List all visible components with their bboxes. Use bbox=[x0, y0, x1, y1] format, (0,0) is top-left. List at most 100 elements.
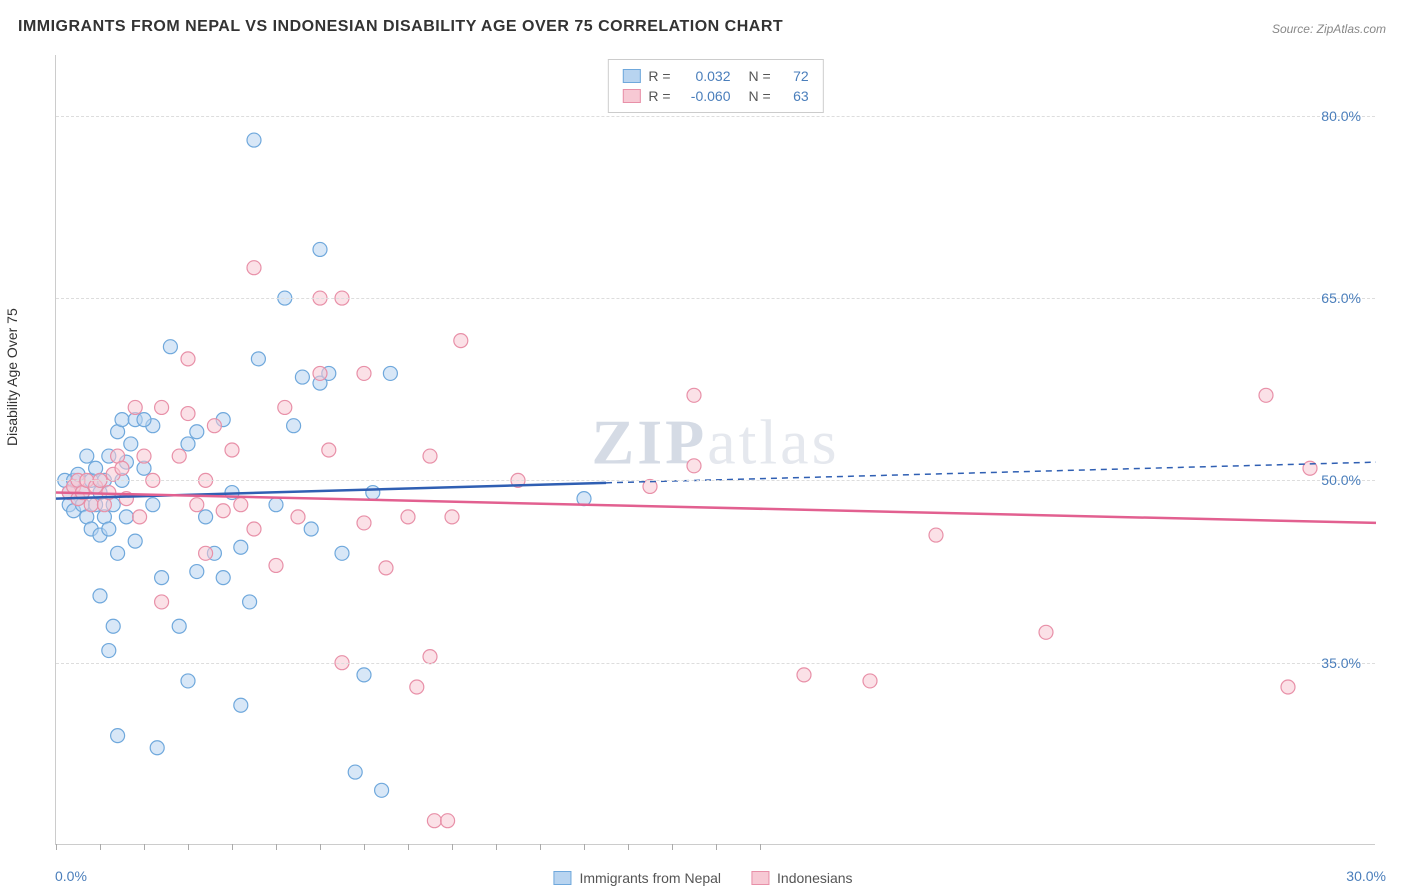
scatter-point bbox=[247, 522, 261, 536]
scatter-point bbox=[295, 370, 309, 384]
x-tick-minor bbox=[540, 844, 541, 850]
y-tick-label: 35.0% bbox=[1321, 655, 1361, 671]
x-tick-minor bbox=[100, 844, 101, 850]
x-tick-minor bbox=[408, 844, 409, 850]
legend-R-value: 0.032 bbox=[679, 68, 731, 84]
scatter-point bbox=[128, 534, 142, 548]
x-tick-minor bbox=[364, 844, 365, 850]
scatter-point bbox=[181, 352, 195, 366]
chart-title: IMMIGRANTS FROM NEPAL VS INDONESIAN DISA… bbox=[18, 18, 783, 36]
scatter-point bbox=[427, 814, 441, 828]
legend-correlation-row: R =0.032N =72 bbox=[622, 66, 808, 86]
plot-area: ZIPatlas R =0.032N =72R =-0.060N =63 35.… bbox=[55, 55, 1375, 845]
x-tick-minor bbox=[320, 844, 321, 850]
scatter-point bbox=[80, 449, 94, 463]
legend-series-label: Indonesians bbox=[777, 870, 853, 886]
legend-swatch bbox=[553, 871, 571, 885]
source-prefix: Source: bbox=[1272, 22, 1313, 36]
legend-series-item: Immigrants from Nepal bbox=[553, 870, 721, 886]
legend-correlation-row: R =-0.060N =63 bbox=[622, 86, 808, 106]
scatter-point bbox=[115, 413, 129, 427]
y-tick-label: 65.0% bbox=[1321, 290, 1361, 306]
x-tick-minor bbox=[452, 844, 453, 850]
scatter-point bbox=[207, 419, 221, 433]
scatter-point bbox=[929, 528, 943, 542]
legend-swatch bbox=[751, 871, 769, 885]
scatter-point bbox=[687, 459, 701, 473]
scatter-point bbox=[190, 425, 204, 439]
scatter-point bbox=[137, 413, 151, 427]
scatter-point bbox=[247, 133, 261, 147]
x-tick-minor bbox=[584, 844, 585, 850]
scatter-point bbox=[106, 619, 120, 633]
scatter-point bbox=[216, 504, 230, 518]
scatter-point bbox=[383, 366, 397, 380]
scatter-point bbox=[181, 407, 195, 421]
scatter-point bbox=[181, 437, 195, 451]
scatter-point bbox=[348, 765, 362, 779]
scatter-point bbox=[423, 449, 437, 463]
y-tick-label: 50.0% bbox=[1321, 472, 1361, 488]
scatter-point bbox=[247, 261, 261, 275]
x-tick-minor bbox=[188, 844, 189, 850]
scatter-point bbox=[115, 461, 129, 475]
scatter-point bbox=[304, 522, 318, 536]
x-tick-minor bbox=[56, 844, 57, 850]
scatter-point bbox=[216, 571, 230, 585]
x-tick-minor bbox=[276, 844, 277, 850]
scatter-point bbox=[155, 595, 169, 609]
scatter-point bbox=[111, 729, 125, 743]
legend-series: Immigrants from Nepal Indonesians bbox=[553, 870, 852, 886]
scatter-point bbox=[163, 340, 177, 354]
scatter-point bbox=[357, 668, 371, 682]
x-tick-minor bbox=[628, 844, 629, 850]
scatter-point bbox=[269, 558, 283, 572]
x-tick-minor bbox=[716, 844, 717, 850]
scatter-point bbox=[375, 783, 389, 797]
scatter-point bbox=[84, 498, 98, 512]
source-label: Source: ZipAtlas.com bbox=[1272, 22, 1386, 36]
x-tick-minor bbox=[496, 844, 497, 850]
scatter-point bbox=[190, 565, 204, 579]
scatter-point bbox=[287, 419, 301, 433]
gridline bbox=[56, 298, 1375, 299]
scatter-point bbox=[181, 674, 195, 688]
scatter-point bbox=[93, 589, 107, 603]
legend-N-value: 63 bbox=[779, 88, 809, 104]
y-axis-label: Disability Age Over 75 bbox=[4, 308, 20, 446]
scatter-point bbox=[423, 650, 437, 664]
gridline bbox=[56, 480, 1375, 481]
gridline bbox=[56, 116, 1375, 117]
gridline bbox=[56, 663, 1375, 664]
scatter-point bbox=[234, 540, 248, 554]
scatter-point bbox=[102, 644, 116, 658]
scatter-point bbox=[357, 366, 371, 380]
scatter-point bbox=[199, 510, 213, 524]
x-tick-minor bbox=[144, 844, 145, 850]
x-tick-minor bbox=[760, 844, 761, 850]
scatter-point bbox=[291, 510, 305, 524]
scatter-point bbox=[234, 498, 248, 512]
scatter-point bbox=[102, 522, 116, 536]
trend-line bbox=[56, 483, 606, 499]
scatter-point bbox=[155, 400, 169, 414]
legend-R-value: -0.060 bbox=[679, 88, 731, 104]
legend-swatch bbox=[622, 89, 640, 103]
x-tick-minor bbox=[672, 844, 673, 850]
scatter-point bbox=[454, 334, 468, 348]
scatter-point bbox=[146, 498, 160, 512]
scatter-point bbox=[313, 366, 327, 380]
scatter-point bbox=[269, 498, 283, 512]
scatter-point bbox=[322, 443, 336, 457]
x-tick-minor bbox=[232, 844, 233, 850]
scatter-point bbox=[313, 242, 327, 256]
scatter-point bbox=[150, 741, 164, 755]
scatter-point bbox=[410, 680, 424, 694]
scatter-point bbox=[190, 498, 204, 512]
legend-series-item: Indonesians bbox=[751, 870, 853, 886]
scatter-point bbox=[379, 561, 393, 575]
legend-N-label: N = bbox=[749, 68, 771, 84]
chart-svg bbox=[56, 55, 1375, 844]
legend-series-label: Immigrants from Nepal bbox=[579, 870, 721, 886]
scatter-point bbox=[225, 443, 239, 457]
